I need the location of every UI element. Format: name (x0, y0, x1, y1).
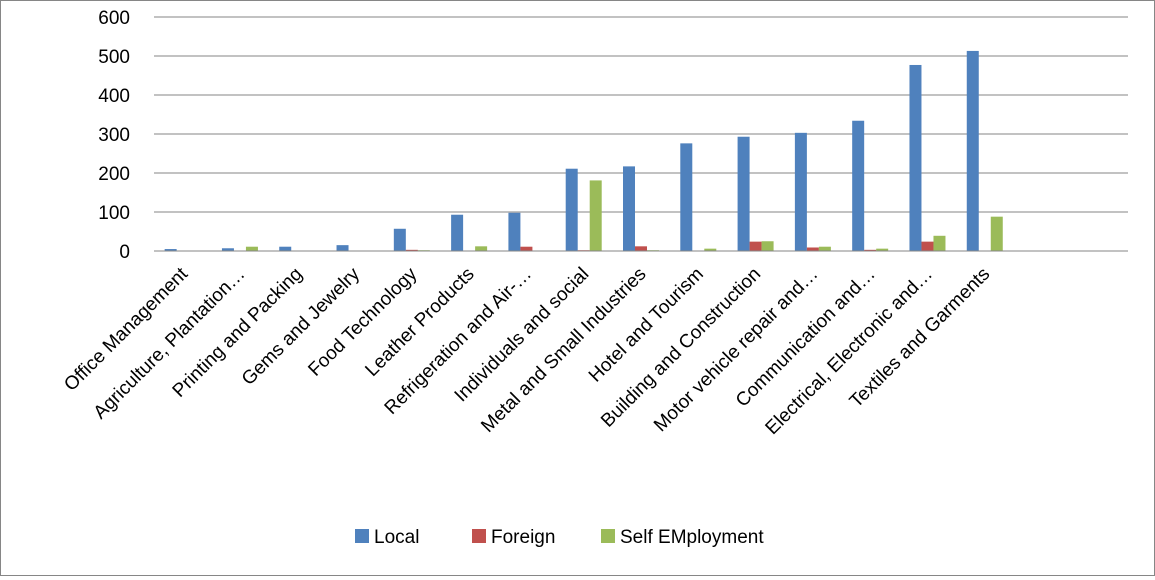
bar-foreign (806, 247, 819, 251)
bar-foreign (921, 241, 934, 251)
legend: Local Foreign Self EMployment (355, 527, 764, 548)
bar-self-employment (818, 246, 831, 251)
bar-local (737, 136, 750, 251)
y-tick-label: 400 (98, 86, 130, 107)
bar-local (279, 246, 292, 251)
y-tick-label: 500 (98, 47, 130, 68)
bar-self-employment (475, 246, 488, 251)
legend-label: Local (374, 527, 419, 548)
y-tick-label: 100 (98, 203, 130, 224)
bar-local (336, 245, 349, 251)
bar-self-employment (990, 216, 1003, 251)
bar-local (909, 64, 922, 251)
legend-label: Foreign (491, 527, 555, 548)
bar-foreign (405, 249, 418, 251)
legend-swatch (355, 529, 369, 543)
bar-local (508, 212, 521, 251)
bar-foreign (520, 246, 533, 251)
bar-foreign (864, 249, 877, 251)
bar-self-employment (589, 180, 602, 251)
bar-self-employment (933, 235, 946, 251)
bar-foreign (749, 241, 762, 251)
bar-local (221, 248, 234, 251)
legend-label: Self EMployment (620, 527, 764, 548)
bar-local (794, 132, 807, 251)
y-tick-label: 0 (119, 242, 130, 263)
bar-local (852, 120, 865, 252)
y-tick-label: 200 (98, 164, 130, 185)
x-tick-label: Food Technology (304, 263, 421, 380)
bar-local (451, 214, 464, 251)
bar-self-employment (245, 246, 258, 251)
gridlines (154, 16, 1128, 213)
y-axis-ticks: 0 100 200 300 400 500 600 (98, 8, 130, 263)
bar-foreign (635, 246, 647, 251)
bar-local (565, 168, 578, 251)
bar-self-employment (761, 241, 774, 251)
bar-self-employment (704, 248, 717, 251)
x-tick-label: Leather Products (361, 264, 478, 381)
bar-local (680, 143, 693, 251)
legend-swatch (472, 529, 486, 543)
bar-local (966, 50, 979, 252)
bars (164, 50, 1003, 252)
bar-local (393, 228, 406, 251)
bar-self-employment (876, 248, 889, 251)
bar-local (623, 166, 635, 251)
legend-swatch (601, 529, 615, 543)
bar-local (164, 249, 177, 251)
y-tick-label: 300 (98, 125, 130, 146)
y-tick-label: 600 (98, 8, 130, 29)
